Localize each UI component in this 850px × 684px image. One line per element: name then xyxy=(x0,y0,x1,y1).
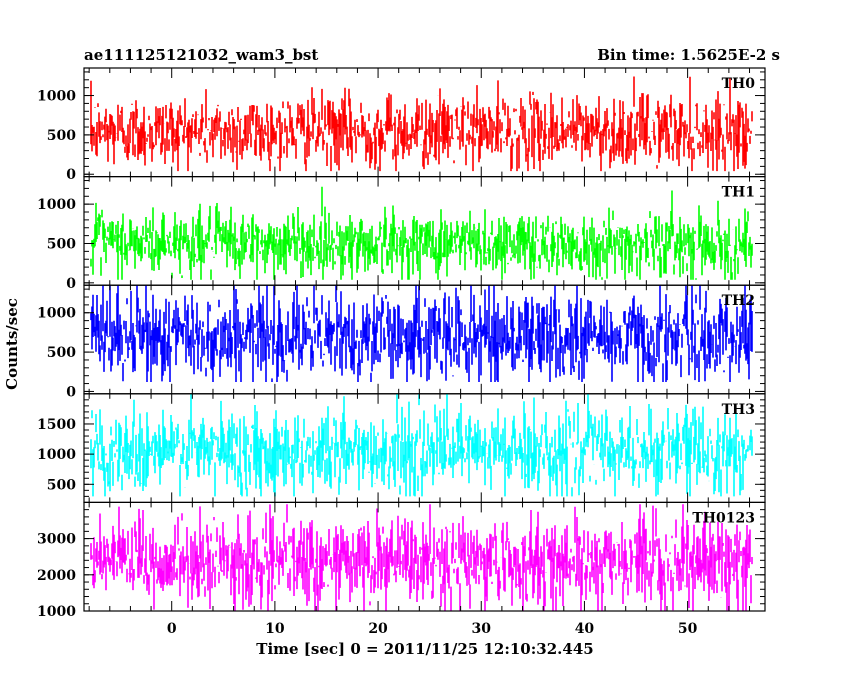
x-tick-label: 40 xyxy=(575,621,595,637)
chart-title-right: Bin time: 1.5625E-2 s xyxy=(597,46,780,64)
y-tick-label: 1000 xyxy=(37,306,76,322)
panel-th1: 0 500 1000 TH1 xyxy=(37,176,766,292)
y-tick-label: 1000 xyxy=(37,197,76,213)
y-tick-label: 0 xyxy=(66,167,76,183)
y-tick-label: 500 xyxy=(47,345,76,361)
y-tick-label: 1000 xyxy=(37,604,76,620)
x-tick-label: 20 xyxy=(368,621,388,637)
x-tick-label: 0 xyxy=(167,621,177,637)
panel-frame xyxy=(83,501,766,612)
panel-th0: 0 500 1000 TH0 xyxy=(37,67,766,183)
series-label-th1: TH1 xyxy=(722,185,755,201)
y-tick-label: 500 xyxy=(47,128,76,144)
panel-th3: 500 1000 1500 TH3 xyxy=(37,393,766,503)
y-tick-label: 1000 xyxy=(37,89,76,105)
chart-title-left: ae111125121032_wam3_bst xyxy=(84,46,318,64)
series-label-th0123: TH0123 xyxy=(692,510,755,526)
y-tick-label: 1000 xyxy=(37,447,76,463)
series-th1-trace xyxy=(90,186,753,280)
y-tick-label: 0 xyxy=(66,276,76,292)
y-tick-label: 2000 xyxy=(37,568,76,584)
series-label-th3: TH3 xyxy=(722,402,755,418)
x-tick-label: 30 xyxy=(472,621,492,637)
x-axis-label: Time [sec] 0 = 2011/11/25 12:10:32.445 xyxy=(256,640,593,658)
panel-th2: 0 500 1000 TH2 xyxy=(37,284,766,400)
panel-th0123: 1000 2000 3000 TH0123 xyxy=(37,501,766,620)
series-th2-trace xyxy=(90,285,753,382)
panel-frame xyxy=(83,393,766,503)
y-tick-label: 500 xyxy=(47,477,76,493)
y-tick-label: 0 xyxy=(66,384,76,400)
y-tick-label: 500 xyxy=(47,236,76,252)
panels: 05001000TH005001000TH105001000TH25001000… xyxy=(37,67,766,637)
series-label-th2: TH2 xyxy=(722,293,755,309)
y-axis-label: Counts/sec xyxy=(3,298,21,390)
x-tick-label: 10 xyxy=(265,621,285,637)
series-th3-trace xyxy=(90,393,753,497)
x-tick-label: 50 xyxy=(678,621,698,637)
y-tick-label: 1500 xyxy=(37,417,76,433)
y-tick-label: 3000 xyxy=(37,532,76,548)
series-th0-trace xyxy=(90,76,753,172)
series-label-th0: TH0 xyxy=(722,76,756,92)
series-th0123-trace xyxy=(90,504,753,611)
